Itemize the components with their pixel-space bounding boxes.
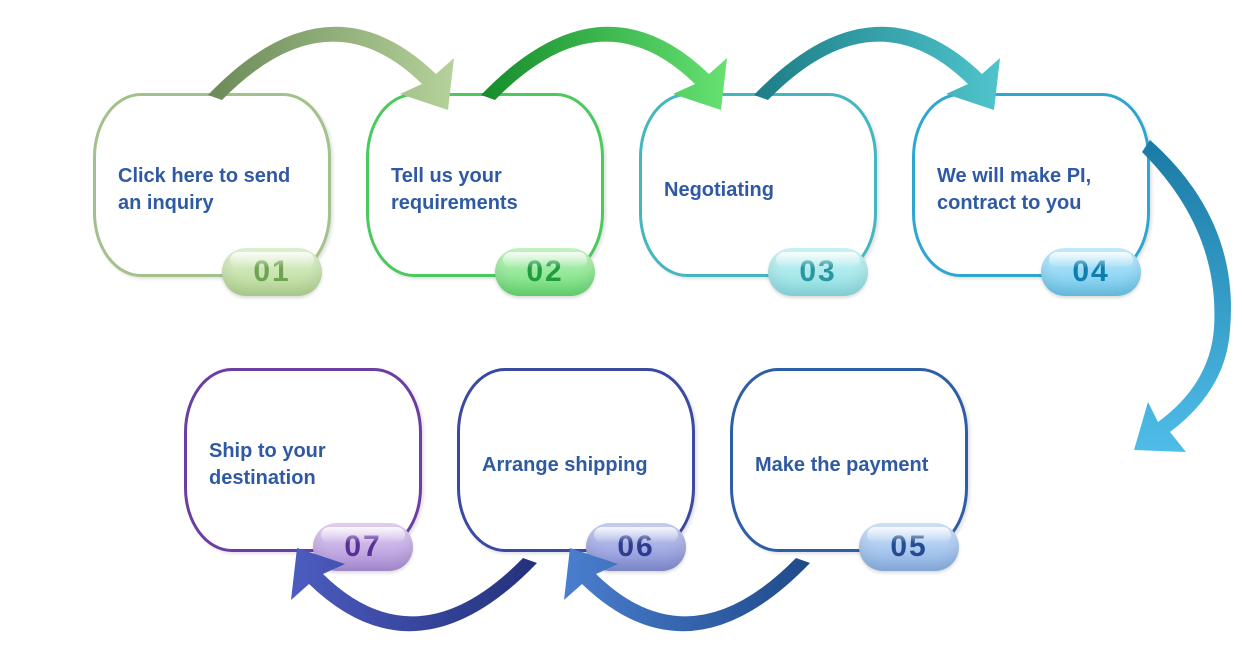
step-box-06: Arrange shipping 06: [457, 368, 695, 552]
step-label: Tell us your requirements: [391, 163, 579, 217]
step-label: Negotiating: [664, 177, 774, 204]
step-number-badge: 01: [222, 248, 322, 296]
step-box-02: Tell us your requirements 02: [366, 93, 604, 277]
step-number-badge: 02: [495, 248, 595, 296]
flow-arrow-icon: [540, 548, 840, 658]
step-label: Click here to send an inquiry: [118, 163, 306, 217]
step-label: Arrange shipping: [482, 452, 648, 479]
step-number-badge: 05: [859, 523, 959, 571]
step-label: We will make PI, contract to you: [937, 163, 1125, 217]
flow-arrow-icon: [724, 0, 1024, 110]
step-box-05: Make the payment 05: [730, 368, 968, 552]
flow-arrow-icon: [451, 0, 751, 110]
step-box-01[interactable]: Click here to send an inquiry 01: [93, 93, 331, 277]
step-number-badge: 03: [768, 248, 868, 296]
step-box-04: We will make PI, contract to you 04: [912, 93, 1150, 277]
step-label: Make the payment: [755, 452, 928, 479]
step-label: Ship to your destination: [209, 438, 397, 492]
step-box-07: Ship to your destination 07: [184, 368, 422, 552]
flow-arrow-icon: [1120, 130, 1242, 470]
flow-arrow-icon: [267, 548, 567, 658]
step-box-03: Negotiating 03: [639, 93, 877, 277]
flow-arrow-icon: [178, 0, 478, 110]
